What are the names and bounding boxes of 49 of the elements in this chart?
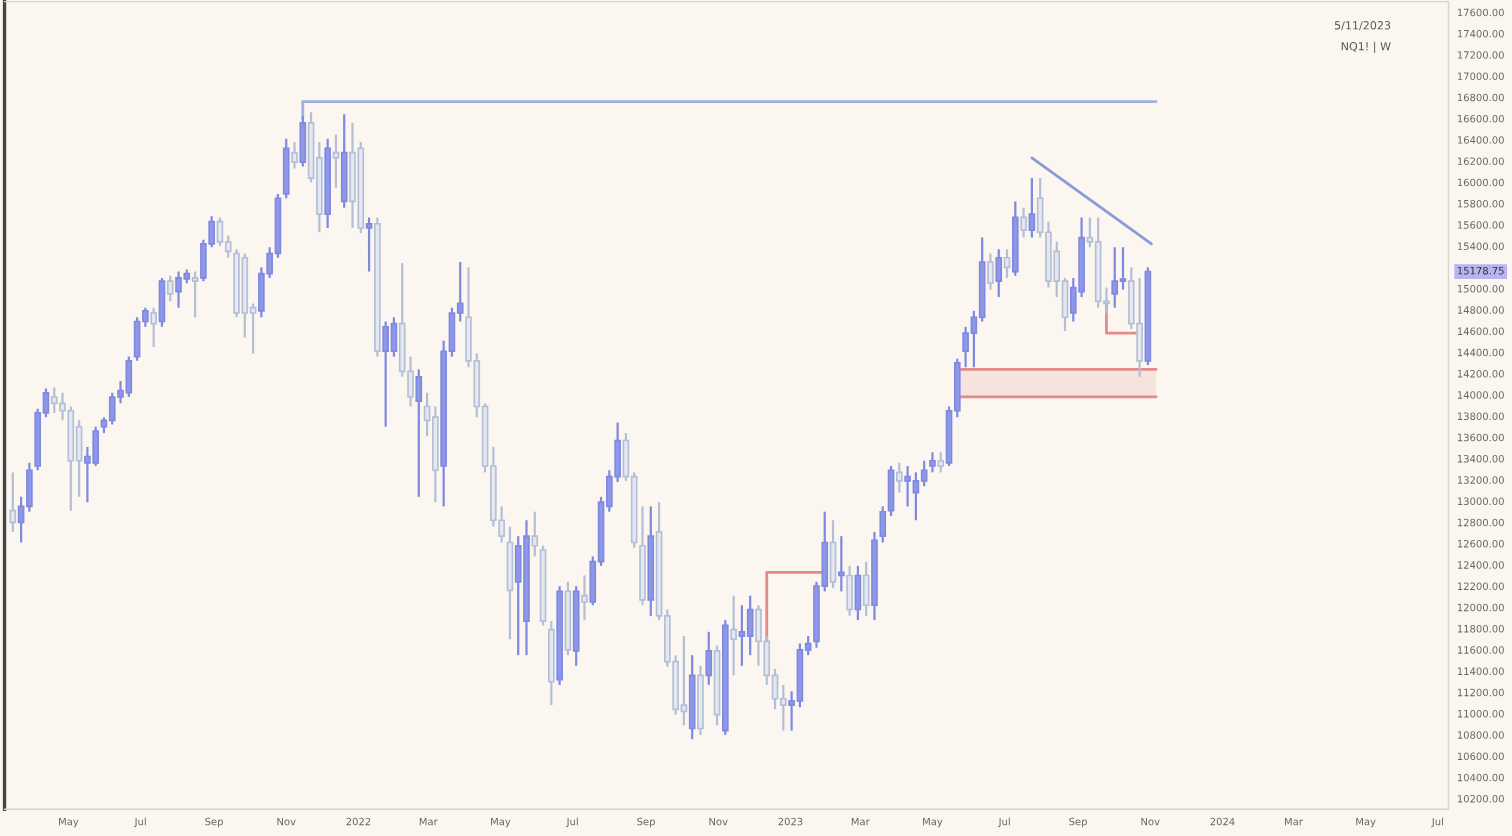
candlestick xyxy=(415,368,423,498)
candlestick xyxy=(514,535,522,657)
candlestick xyxy=(929,451,936,474)
candlestick xyxy=(332,133,340,189)
candlestick xyxy=(216,216,224,248)
candlestick xyxy=(531,510,539,558)
candlestick xyxy=(191,270,199,319)
candlestick xyxy=(291,140,298,170)
candlestick xyxy=(9,471,17,534)
candlestick xyxy=(730,594,737,677)
candlestick xyxy=(581,574,588,622)
candlestick xyxy=(282,137,290,200)
candlestick xyxy=(133,316,141,362)
candlestick xyxy=(746,594,754,657)
candlestick xyxy=(1020,206,1027,239)
candlestick xyxy=(829,519,837,590)
candlestick xyxy=(738,604,746,667)
candlestick xyxy=(1119,246,1127,291)
candlestick xyxy=(1111,246,1119,309)
candlestick xyxy=(887,464,895,518)
candlestick xyxy=(920,459,928,488)
candlestick xyxy=(1003,248,1011,280)
candlestick xyxy=(382,320,389,428)
candlestick xyxy=(390,316,398,358)
candlestick xyxy=(1028,176,1036,239)
candlestick xyxy=(937,451,945,474)
candlestick xyxy=(92,425,99,468)
candlestick xyxy=(299,115,307,168)
candlestick xyxy=(895,461,903,494)
candlestick xyxy=(365,216,373,273)
candlestick xyxy=(680,634,688,727)
candlestick xyxy=(904,464,911,508)
candlestick xyxy=(166,274,174,303)
candlestick xyxy=(995,248,1003,299)
candlestick xyxy=(838,535,845,593)
candlestick xyxy=(50,386,58,415)
candlestick xyxy=(125,355,133,399)
candlestick xyxy=(912,471,920,522)
candlestick xyxy=(158,276,166,328)
candlestick xyxy=(862,560,870,617)
candlestick xyxy=(175,270,182,309)
candlestick xyxy=(780,683,787,732)
candlestick xyxy=(150,306,157,349)
candlestick xyxy=(1136,276,1143,378)
candlestick xyxy=(987,252,994,291)
candlestick xyxy=(506,525,514,641)
candlestick xyxy=(846,564,853,617)
candlestick xyxy=(705,630,713,687)
candlestick xyxy=(854,564,862,622)
